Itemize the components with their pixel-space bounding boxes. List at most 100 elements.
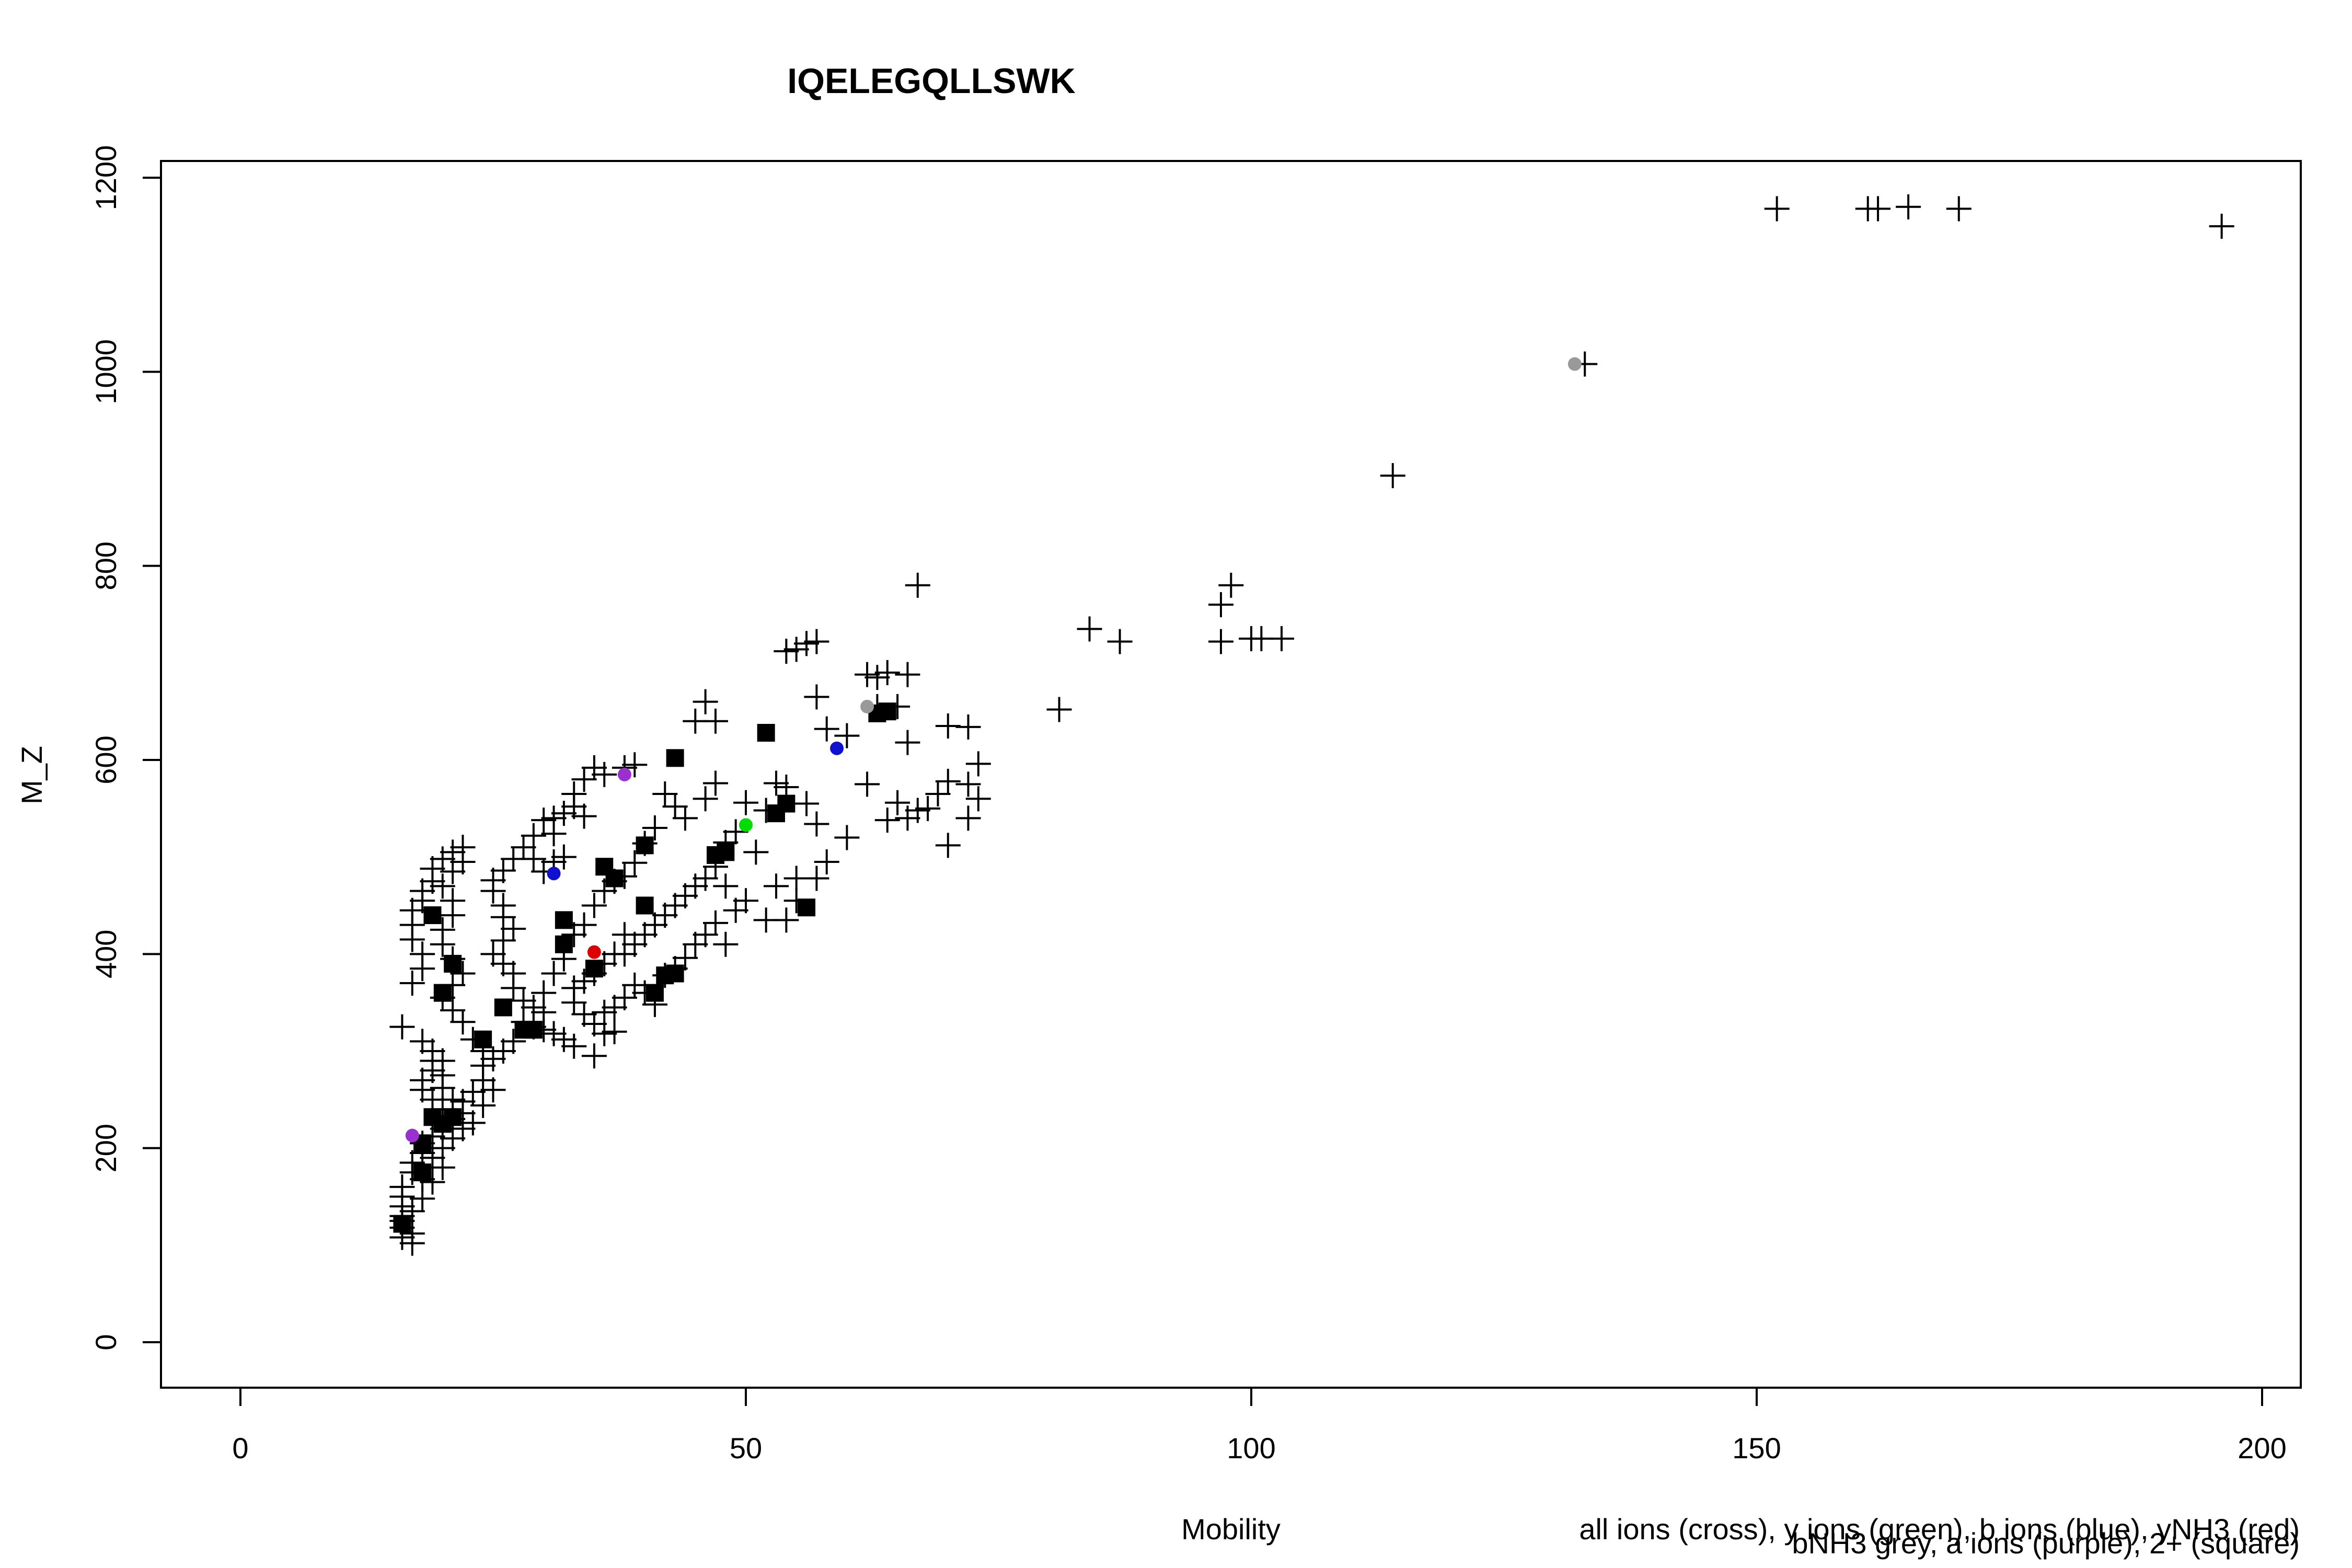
cross-point bbox=[430, 873, 455, 899]
cross-point bbox=[1269, 626, 1295, 651]
cross-point bbox=[764, 770, 789, 796]
cross-point bbox=[430, 917, 455, 942]
doubly-charged-point bbox=[636, 896, 654, 915]
x-axis: 0 50 100 150 200 bbox=[232, 1387, 2287, 1465]
cross-point bbox=[581, 755, 607, 780]
cross-point bbox=[602, 1019, 627, 1044]
cross-point bbox=[480, 878, 506, 904]
cross-point bbox=[501, 916, 526, 942]
cross-point bbox=[592, 762, 617, 787]
cross-point bbox=[895, 662, 920, 687]
cross-point bbox=[410, 1077, 435, 1103]
cross-point bbox=[450, 1009, 476, 1035]
cross-point bbox=[662, 794, 688, 820]
cross-point bbox=[1380, 463, 1405, 488]
cross-point bbox=[430, 1135, 455, 1161]
cross-point bbox=[440, 1087, 466, 1112]
cross-point bbox=[410, 1029, 435, 1054]
cross-point bbox=[551, 1027, 577, 1052]
cross-point bbox=[490, 904, 516, 930]
cross-point bbox=[935, 833, 961, 858]
cross-point bbox=[561, 1033, 587, 1059]
cross-point bbox=[581, 893, 607, 918]
cross-point bbox=[1208, 592, 1233, 617]
doubly-charged-point bbox=[494, 998, 512, 1017]
cross-point bbox=[895, 805, 920, 831]
cross-point bbox=[814, 716, 839, 742]
cross-point bbox=[672, 945, 698, 971]
cross-point bbox=[804, 811, 829, 837]
cross-point bbox=[511, 835, 536, 860]
ion-point bbox=[860, 699, 874, 713]
cross-point bbox=[733, 790, 758, 815]
cross-point bbox=[965, 751, 991, 777]
cross-point bbox=[440, 839, 466, 865]
doubly-charged-point bbox=[757, 724, 775, 742]
cross-point bbox=[571, 1001, 597, 1027]
ion-point bbox=[739, 818, 753, 832]
cross-point bbox=[511, 988, 536, 1013]
cross-point bbox=[783, 637, 809, 662]
y-tick-label: 600 bbox=[89, 735, 122, 784]
cross-point bbox=[895, 730, 920, 755]
cross-point bbox=[713, 873, 739, 899]
cross-point bbox=[592, 1021, 617, 1046]
cross-point bbox=[965, 786, 991, 812]
cross-point bbox=[531, 980, 557, 1006]
cross-point bbox=[804, 684, 829, 710]
ion-point bbox=[830, 741, 844, 755]
cross-point bbox=[571, 969, 597, 994]
cross-point bbox=[440, 998, 466, 1023]
cross-point bbox=[581, 1043, 607, 1069]
cross-point bbox=[955, 771, 981, 797]
doubly-charged-point bbox=[444, 954, 462, 973]
cross-point bbox=[743, 839, 769, 865]
cross-point bbox=[955, 714, 981, 740]
cross-point bbox=[733, 888, 758, 914]
cross-point bbox=[622, 931, 648, 957]
cross-point bbox=[672, 883, 698, 908]
y-tick-label: 800 bbox=[89, 541, 122, 590]
cross-point bbox=[1107, 629, 1133, 654]
cross-point bbox=[410, 1186, 435, 1212]
cross-point bbox=[713, 931, 739, 957]
cross-point bbox=[764, 873, 789, 899]
cross-point bbox=[612, 941, 637, 967]
cross-point bbox=[460, 1079, 486, 1104]
plot-frame bbox=[160, 160, 2302, 1389]
y-axis: 0 200 400 600 800 1000 1200 bbox=[89, 145, 162, 1351]
y-tick-label: 0 bbox=[89, 1334, 122, 1350]
y-tick-label: 200 bbox=[89, 1124, 122, 1172]
cross-point bbox=[662, 893, 688, 918]
x-tick-label: 200 bbox=[2238, 1432, 2286, 1465]
cross-point bbox=[622, 752, 648, 778]
cross-point bbox=[1865, 196, 1891, 222]
cross-point bbox=[541, 1021, 567, 1046]
cross-point bbox=[470, 1092, 496, 1118]
y-tick-label: 1000 bbox=[89, 339, 122, 405]
cross-point bbox=[1218, 572, 1244, 598]
ion-point bbox=[617, 767, 631, 781]
doubly-charged-point bbox=[413, 1163, 432, 1182]
cross-point bbox=[683, 873, 708, 899]
cross-point bbox=[551, 801, 577, 826]
doubly-charged-point bbox=[798, 898, 816, 917]
cross-point bbox=[672, 805, 698, 831]
cross-point bbox=[399, 927, 425, 952]
cross-point bbox=[855, 771, 880, 797]
x-tick-label: 0 bbox=[232, 1432, 248, 1465]
cross-point bbox=[693, 786, 718, 812]
doubly-charged-point bbox=[474, 1030, 492, 1048]
cross-point bbox=[864, 665, 890, 690]
cross-point bbox=[642, 815, 667, 840]
cross-point bbox=[834, 723, 860, 748]
cross-point bbox=[551, 844, 577, 870]
cross-point bbox=[723, 819, 748, 845]
cross-point bbox=[460, 1110, 486, 1136]
cross-point bbox=[571, 767, 597, 792]
x-tick-label: 50 bbox=[730, 1432, 762, 1465]
cross-point bbox=[702, 910, 728, 936]
cross-point bbox=[693, 922, 718, 948]
cross-point bbox=[794, 791, 820, 816]
